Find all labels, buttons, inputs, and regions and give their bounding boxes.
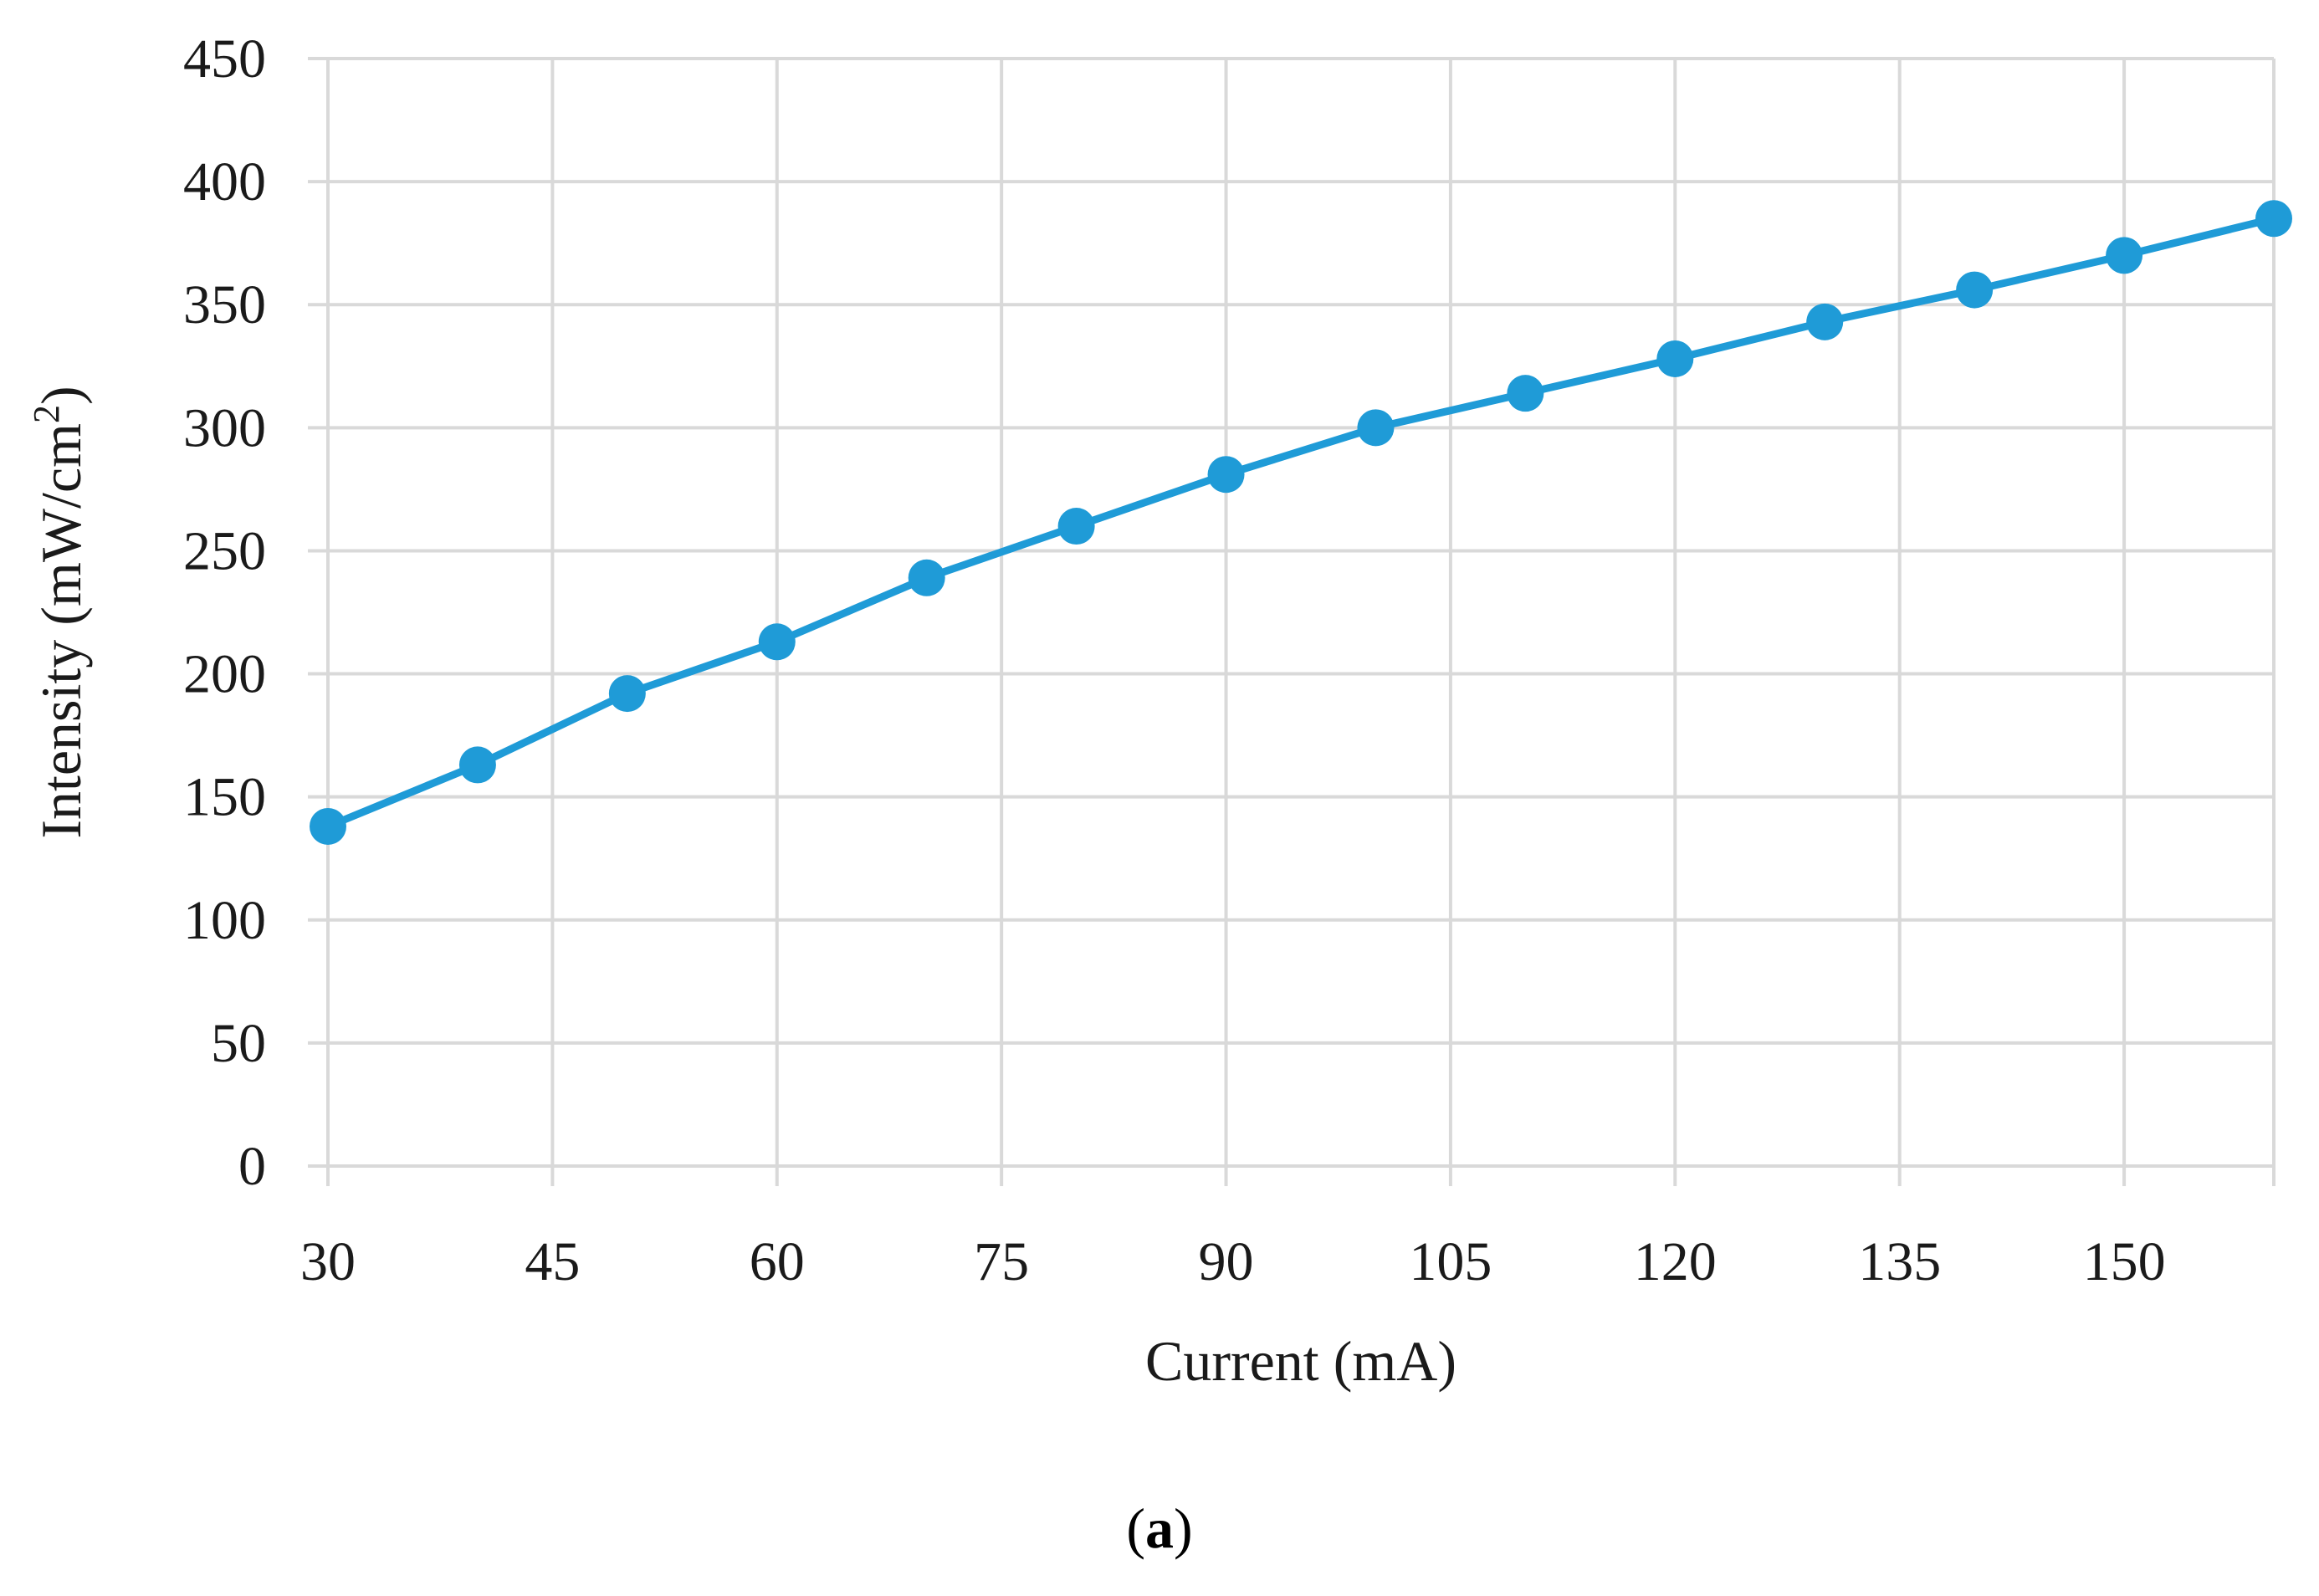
y-axis-title-close: ) (29, 386, 93, 405)
data-point-70 (908, 559, 945, 596)
vertical-gridlines (326, 59, 2275, 1186)
x-axis-title: Current (mA) (1145, 1329, 1456, 1393)
x-tick-label-90: 90 (1199, 1231, 1254, 1292)
x-tick-label-120: 120 (1634, 1231, 1717, 1292)
data-point-110 (1507, 375, 1544, 412)
data-points (310, 200, 2292, 845)
x-tick-label-75: 75 (974, 1231, 1029, 1292)
x-tick-label-150: 150 (2083, 1231, 2166, 1292)
y-tick-label-350: 350 (183, 274, 266, 335)
x-axis-tick-labels: 30 45 60 75 90 105 120 135 150 (300, 1231, 2166, 1292)
x-tick-label-30: 30 (300, 1231, 356, 1292)
data-point-90 (1207, 456, 1245, 494)
y-axis-title: Intensity (mW/cm2) (26, 386, 93, 838)
y-tick-label-400: 400 (183, 151, 266, 212)
data-point-80 (1057, 508, 1095, 545)
y-axis-title-main: Intensity (mW/cm (29, 423, 93, 839)
data-point-50 (608, 675, 646, 713)
data-point-140 (1956, 271, 1994, 309)
y-tick-label-150: 150 (183, 767, 266, 828)
y-tick-label-100: 100 (183, 890, 266, 951)
panel-label: (a) (1126, 1496, 1192, 1560)
y-tick-label-300: 300 (183, 397, 266, 458)
data-point-30 (310, 807, 346, 845)
x-tick-label-60: 60 (750, 1231, 805, 1292)
y-axis-tick-labels: 0 50 100 150 200 250 300 350 400 450 (183, 28, 266, 1197)
y-axis-title-superscript: 2 (26, 405, 67, 423)
data-point-160 (2255, 200, 2292, 238)
data-point-150 (2106, 237, 2143, 274)
x-tick-label-45: 45 (525, 1231, 580, 1292)
data-point-100 (1357, 409, 1395, 447)
series-line (324, 214, 2278, 831)
y-tick-label-50: 50 (211, 1013, 266, 1074)
horizontal-gridlines (308, 57, 2274, 1168)
y-tick-label-200: 200 (183, 644, 266, 705)
data-point-120 (1656, 340, 1694, 377)
x-tick-label-135: 135 (1858, 1231, 1941, 1292)
x-tick-label-105: 105 (1409, 1231, 1492, 1292)
y-tick-label-250: 250 (183, 520, 266, 581)
y-tick-label-0: 0 (238, 1136, 266, 1197)
data-point-40 (458, 746, 496, 784)
data-point-130 (1806, 303, 1844, 340)
y-tick-label-450: 450 (183, 28, 266, 90)
data-point-60 (758, 623, 796, 661)
